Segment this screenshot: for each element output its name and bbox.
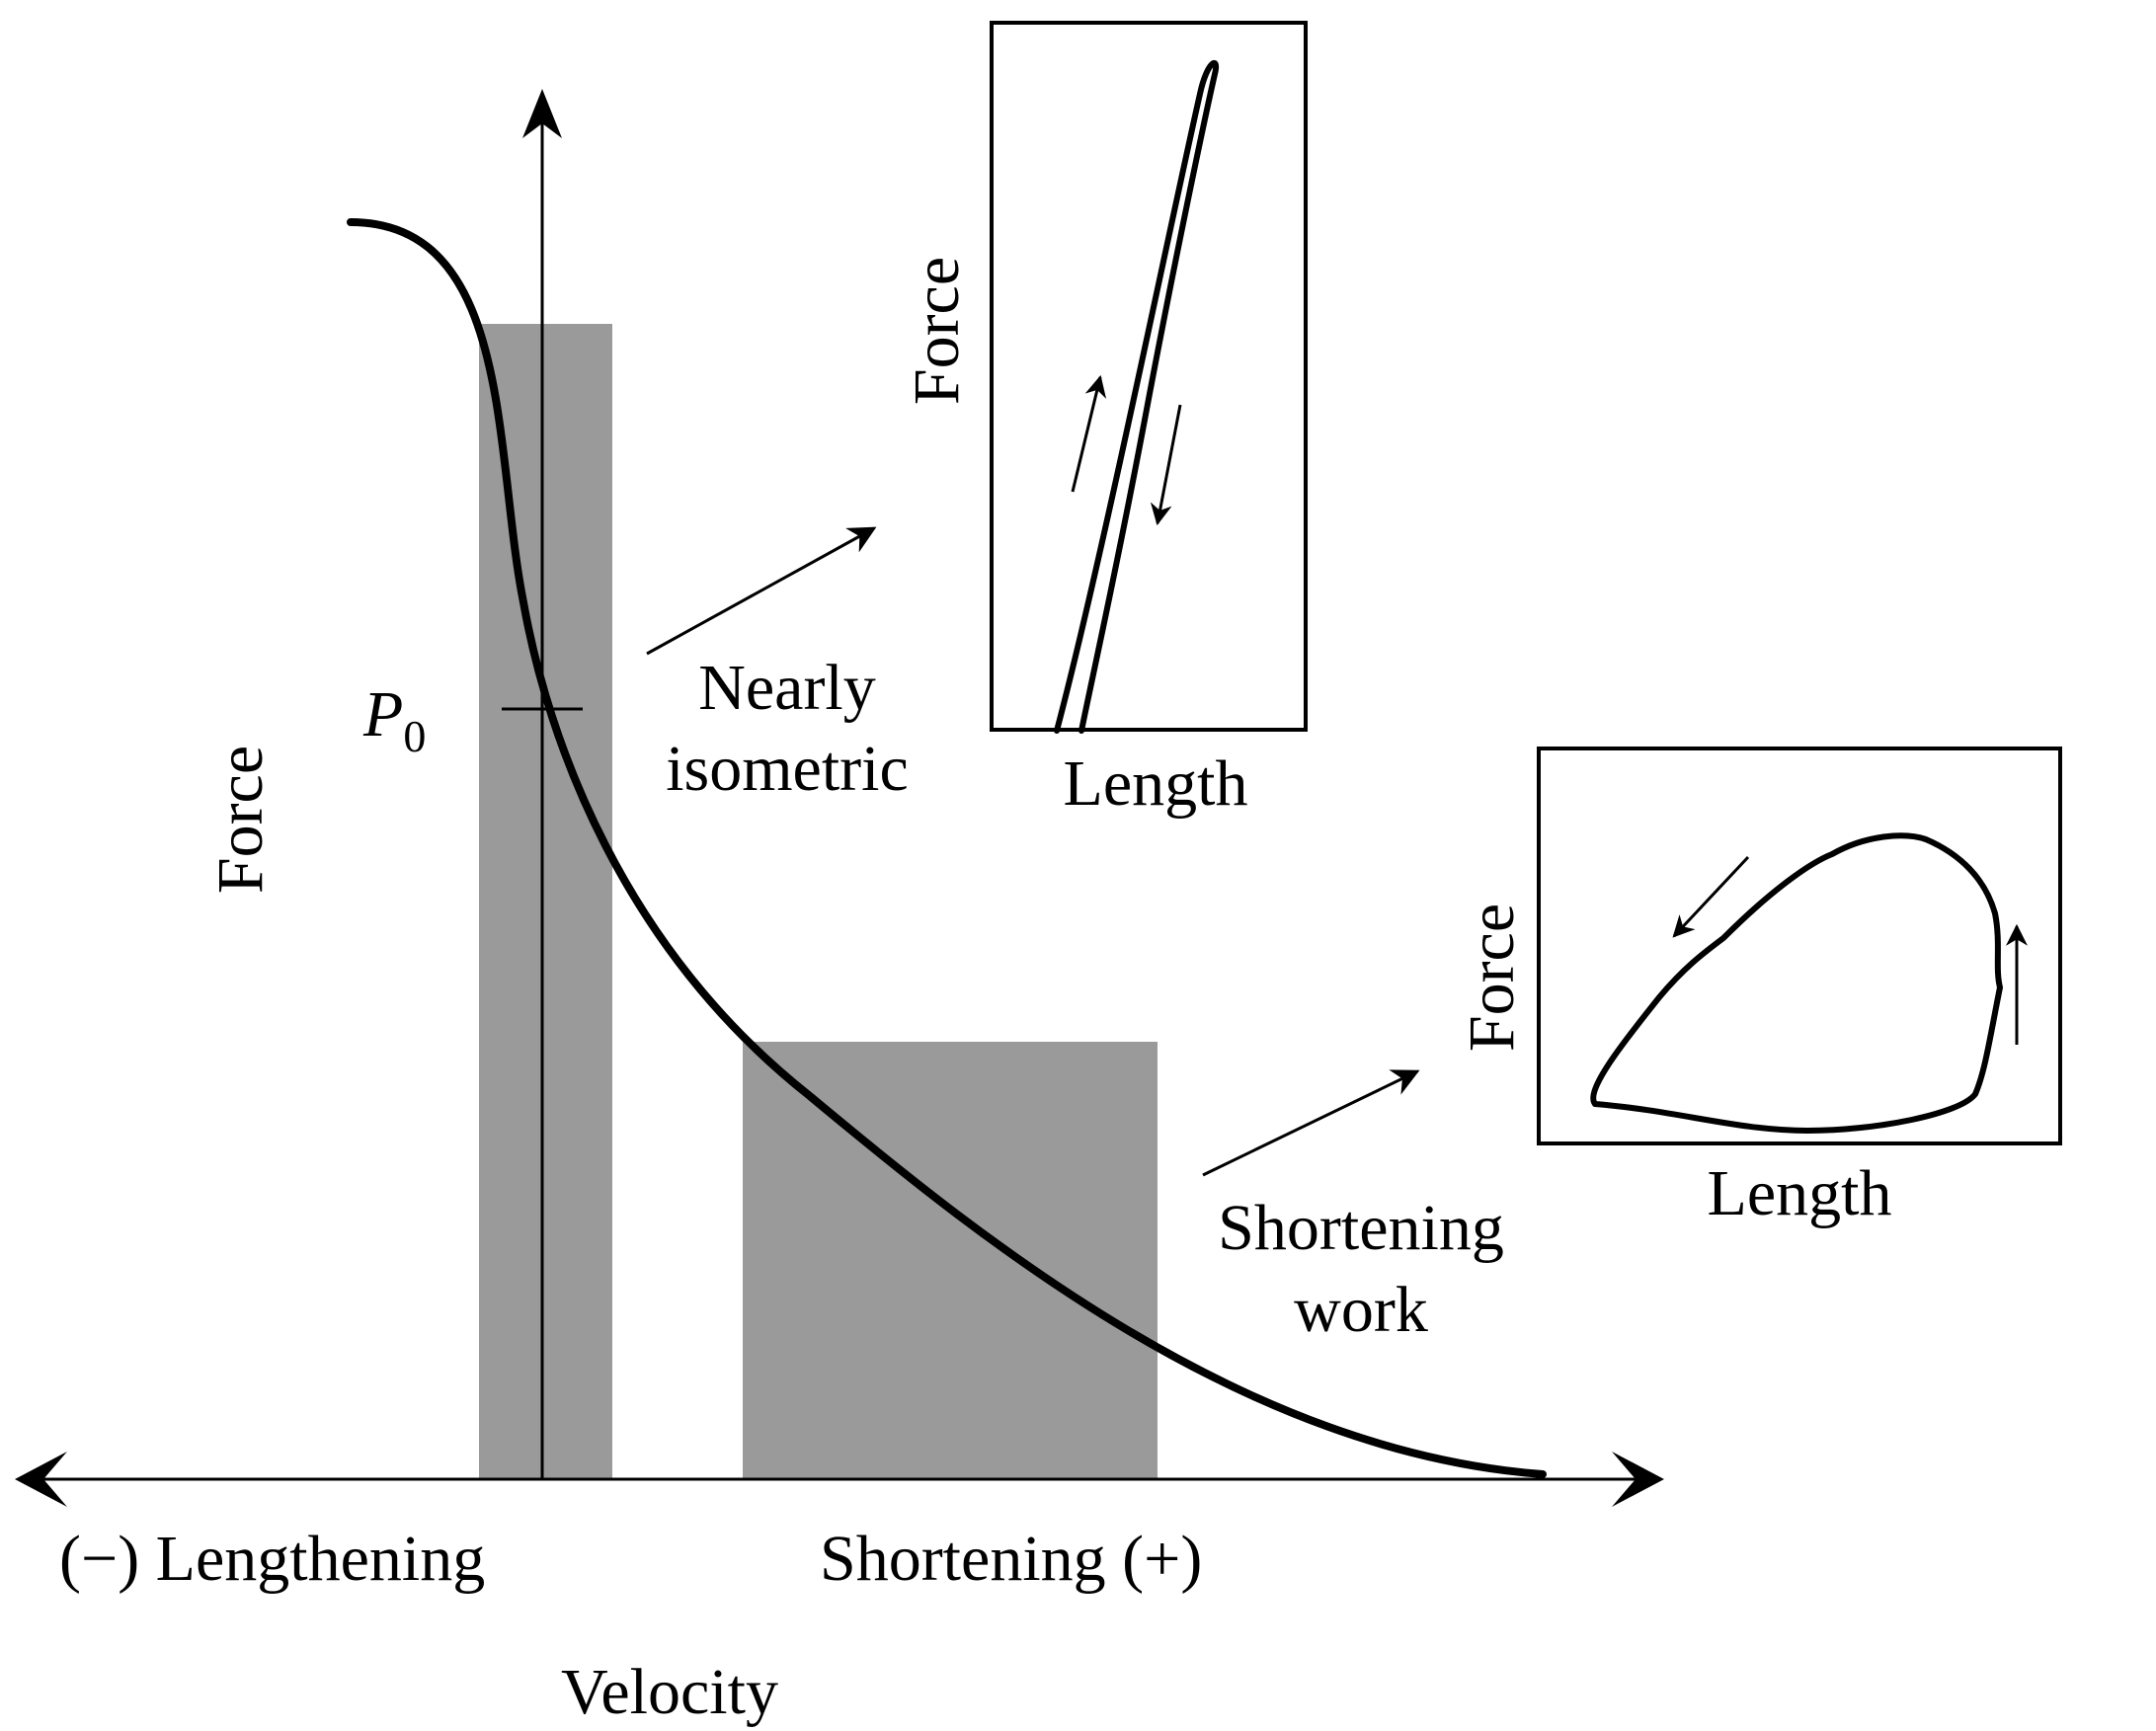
velocity-axis-right-arrow-icon: [1612, 1452, 1664, 1507]
velocity-axis-label: Velocity: [561, 1656, 778, 1728]
isometric-label-line2: isometric: [666, 733, 909, 805]
isometric-inset-frame: [990, 21, 1308, 732]
force-axis-label: Force: [204, 746, 277, 894]
isometric-loop-curve: [1054, 59, 1220, 734]
shortening-work-loop-curve: [1590, 832, 2003, 1134]
shortening-pointer-arrow-icon: [1202, 1069, 1420, 1177]
force-axis-arrow-icon: [522, 89, 562, 138]
isometric-pointer-arrow-icon: [646, 526, 877, 656]
p0-label: P0: [362, 678, 426, 761]
isometric-bar: [479, 324, 612, 1479]
shortening-bar: [743, 1042, 1158, 1479]
shortening-inset-frame: [1537, 747, 2062, 1145]
shortening-work-label-line2: work: [1294, 1274, 1428, 1346]
p0-symbol: P: [362, 678, 403, 750]
velocity-axis-left-arrow-icon: [15, 1452, 67, 1507]
p0-subscript: 0: [403, 711, 426, 761]
isometric-inset-force-label: Force: [901, 257, 973, 405]
shortening-inset-length-label: Length: [1708, 1157, 1892, 1229]
isometric-loop-down-arrow-icon: [1150, 404, 1182, 526]
shortening-loop-left-arrow-icon: [1672, 855, 1750, 938]
force-velocity-curve: [347, 218, 1547, 1478]
shortening-work-label-line1: Shortening: [1218, 1192, 1504, 1264]
isometric-inset-length-label: Length: [1064, 747, 1248, 820]
shortening-label: Shortening (+): [820, 1523, 1202, 1595]
isometric-loop-up-arrow-icon: [1071, 374, 1107, 493]
isometric-label-line1: Nearly: [698, 652, 876, 724]
lengthening-label: (−) Lengthening: [59, 1523, 485, 1595]
shortening-inset-force-label: Force: [1456, 904, 1528, 1052]
